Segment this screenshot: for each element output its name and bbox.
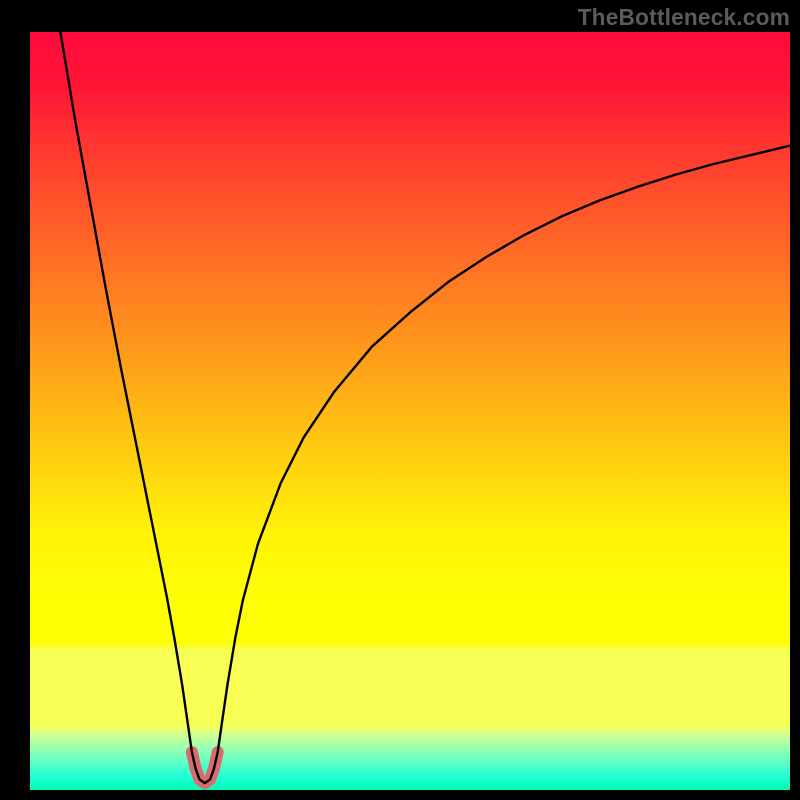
watermark-text: TheBottleneck.com (578, 4, 790, 31)
curve-overlay (30, 32, 790, 790)
chart-container: TheBottleneck.com (0, 0, 800, 800)
plot-area (30, 32, 790, 790)
bottleneck-curve (60, 32, 790, 783)
